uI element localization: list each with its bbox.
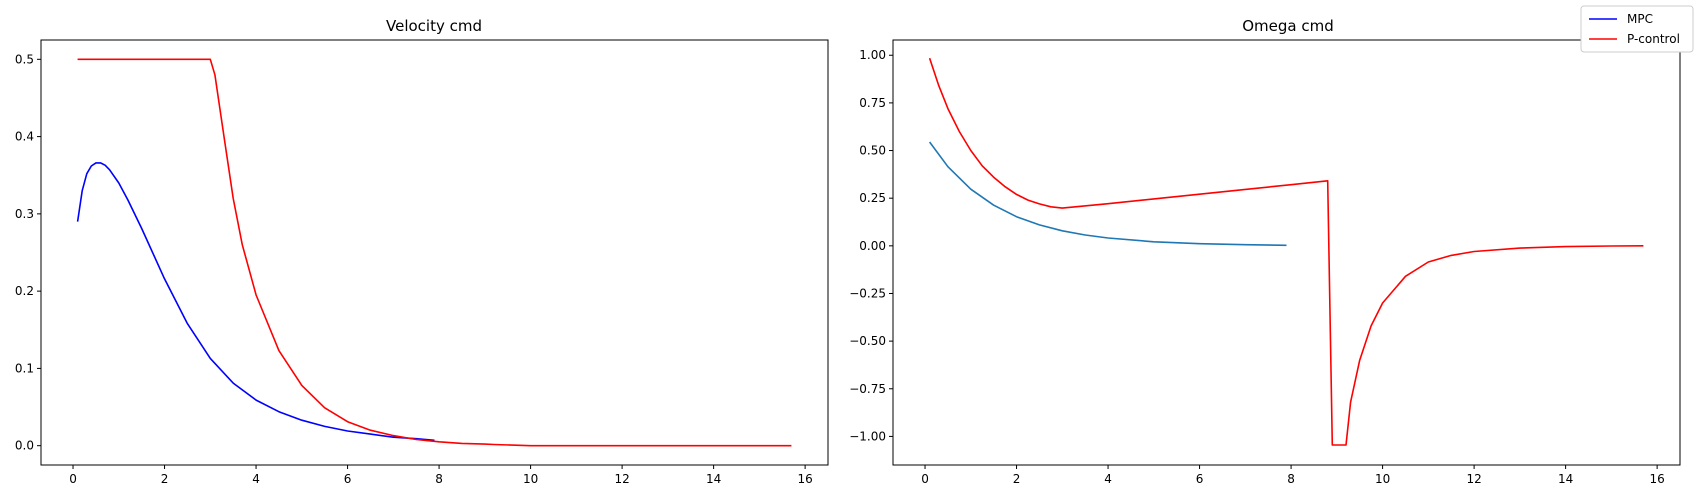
- velocity-ytick-label: 0.5: [15, 52, 34, 66]
- velocity-x-ticks: 0 2 4 6 8 10 12 14 16: [69, 465, 813, 486]
- omega-ytick-label: −0.25: [849, 286, 886, 300]
- velocity-xtick-label: 16: [797, 472, 812, 486]
- legend-label-mpc: MPC: [1627, 12, 1653, 26]
- omega-xtick-label: 2: [1013, 472, 1021, 486]
- velocity-xtick-label: 2: [161, 472, 169, 486]
- omega-axes-frame: [892, 39, 1681, 466]
- omega-ytick-label: 0.00: [859, 239, 886, 253]
- velocity-ytick-label: 0.0: [15, 439, 34, 453]
- omega-y-ticks: 1.00 0.75 0.50 0.25 0.00 −0.25 −0.50 −0.75 −1.00: [849, 48, 893, 443]
- legend-label-p-control: P-control: [1627, 32, 1680, 46]
- omega-series-line-0: [928, 141, 1287, 247]
- omega-xtick-label: 14: [1558, 472, 1573, 486]
- velocity-subplot: Velocity cmd 0 2 4 6 8 10 12 14 16 0.00.10.20.30…: [15, 17, 829, 486]
- legend: MPC P-control: [1580, 5, 1694, 53]
- velocity-xtick-label: 6: [344, 472, 352, 486]
- velocity-y-ticks: 0.0 0.1 0.2 0.3 0.4 0.5: [15, 52, 41, 453]
- omega-xtick-label: 4: [1104, 472, 1112, 486]
- velocity-ytick-label: 0.2: [15, 284, 34, 298]
- velocity-ytick-label: 0.4: [15, 130, 34, 144]
- omega-ytick-label: 1.00: [859, 48, 886, 62]
- omega-ytick-label: 0.75: [859, 96, 886, 110]
- omega-xtick-label: 0: [921, 472, 929, 486]
- velocity-series-line-1: [77, 58, 792, 447]
- velocity-xtick-label: 0: [69, 472, 77, 486]
- omega-title: Omega cmd: [1242, 17, 1334, 35]
- velocity-series-line-0: [76, 162, 435, 442]
- velocity-lines: [76, 58, 792, 447]
- omega-ytick-label: −0.50: [849, 334, 886, 348]
- omega-ytick-label: 0.25: [859, 191, 886, 205]
- omega-xtick-label: 6: [1196, 472, 1204, 486]
- velocity-xtick-label: 12: [614, 472, 629, 486]
- omega-ytick-label: −0.75: [849, 382, 886, 396]
- omega-xtick-label: 10: [1375, 472, 1390, 486]
- legend-frame: [1580, 5, 1694, 53]
- omega-subplot: Omega cmd 0 2 4 6 8 10 12 14 16 1.00 0.75 0.50 0.25…: [849, 17, 1681, 486]
- omega-xtick-label: 12: [1466, 472, 1481, 486]
- velocity-xtick-label: 14: [706, 472, 721, 486]
- omega-series-line-1: [928, 57, 1644, 446]
- velocity-xtick-label: 10: [523, 472, 538, 486]
- velocity-title: Velocity cmd: [386, 17, 482, 35]
- velocity-xtick-label: 8: [435, 472, 443, 486]
- omega-lines: [928, 57, 1644, 446]
- omega-ytick-label: 0.50: [859, 144, 886, 158]
- omega-xtick-label: 16: [1649, 472, 1664, 486]
- omega-ytick-label: −1.00: [849, 429, 886, 443]
- velocity-ytick-label: 0.3: [15, 207, 34, 221]
- omega-x-ticks: 0 2 4 6 8 10 12 14 16: [921, 465, 1665, 486]
- velocity-axes-frame: [40, 39, 829, 466]
- omega-xtick-label: 8: [1287, 472, 1295, 486]
- velocity-xtick-label: 4: [252, 472, 260, 486]
- velocity-ytick-label: 0.1: [15, 361, 34, 375]
